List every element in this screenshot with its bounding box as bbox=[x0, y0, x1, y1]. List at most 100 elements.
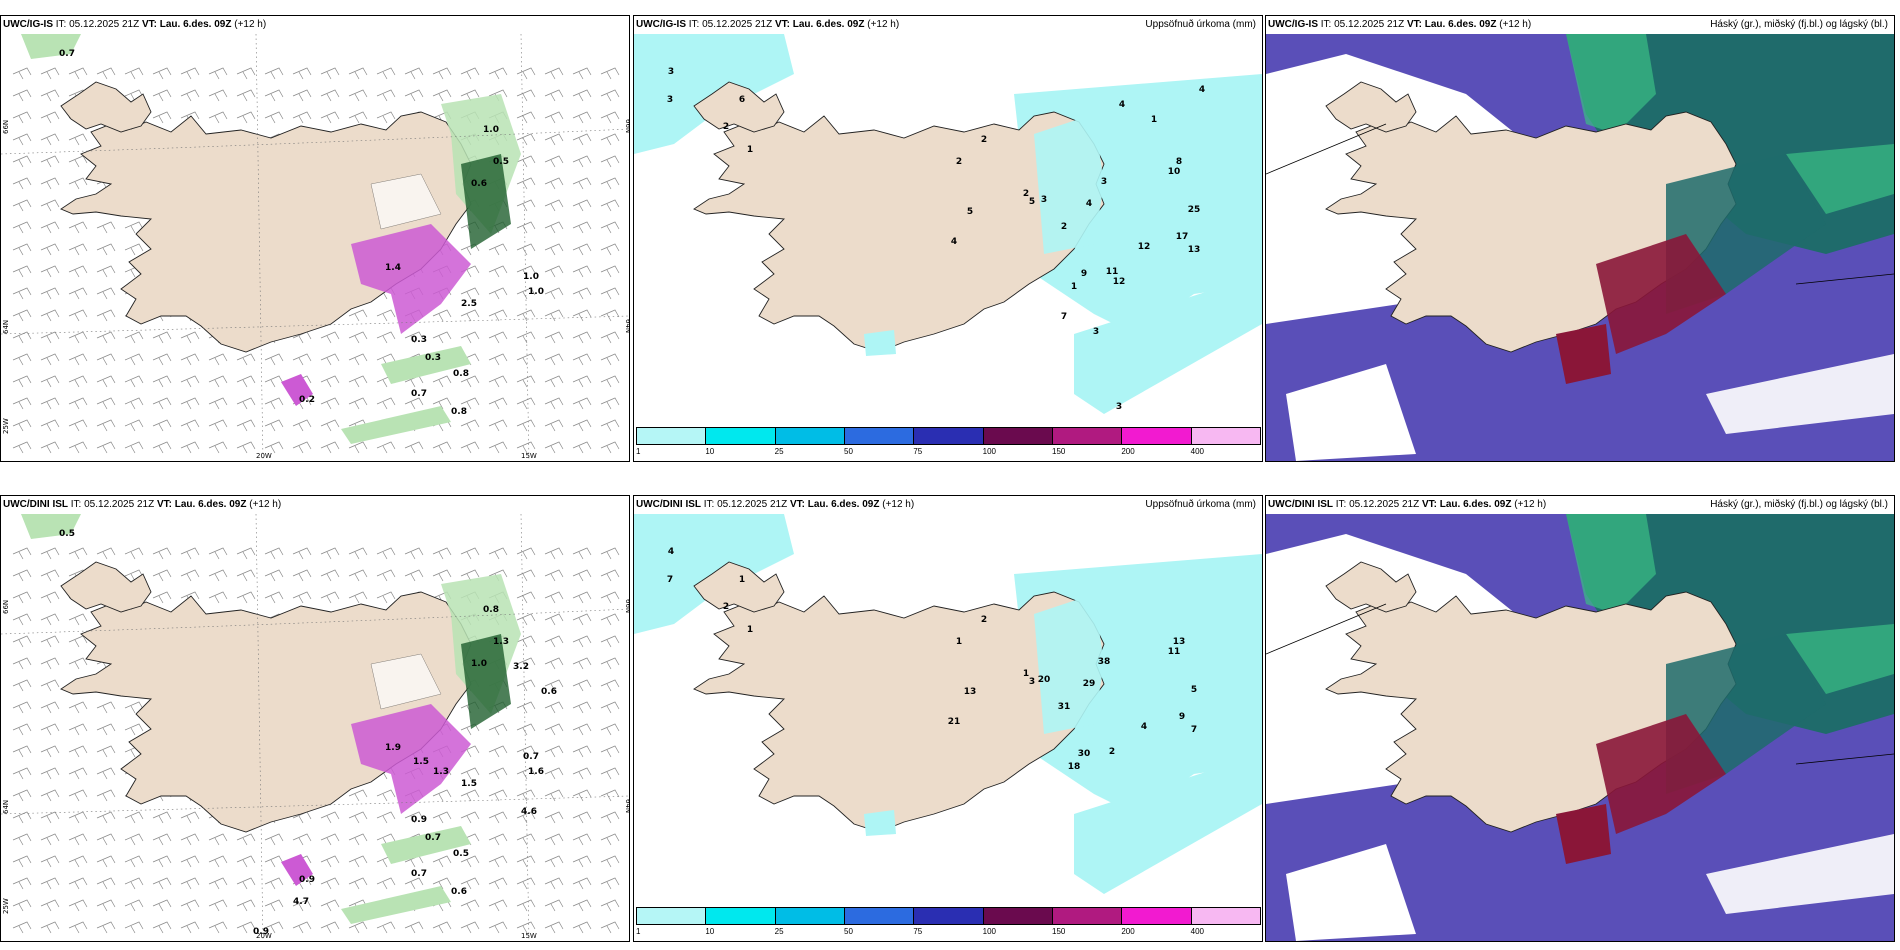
value-label: 18 bbox=[1068, 762, 1081, 772]
map-panel-igis-precip: UWC/IG-IS IT: 05.12.2025 21Z VT: Lau. 6.… bbox=[633, 15, 1263, 462]
value-label: 38 bbox=[1098, 657, 1111, 667]
value-label: 3 bbox=[668, 67, 674, 77]
init-time: 05.12.2025 21Z bbox=[84, 499, 155, 510]
value-label: 2 bbox=[1061, 222, 1067, 232]
value-label: 1 bbox=[1071, 282, 1077, 292]
valid-label: VT: bbox=[141, 19, 157, 30]
value-label: 2 bbox=[1109, 747, 1115, 757]
colorbar-tick: 10 bbox=[705, 927, 715, 936]
lat-label: 64N bbox=[2, 800, 10, 814]
valid-time: Lau. 6.des. 09Z bbox=[159, 19, 232, 30]
value-label: 12 bbox=[1138, 242, 1151, 252]
value-label: 11 bbox=[1106, 267, 1119, 277]
lat-label: 64N bbox=[2, 320, 10, 334]
colorbar-swatch bbox=[1052, 427, 1123, 445]
iceland-landmass bbox=[60, 591, 472, 833]
lon-label: 20W bbox=[256, 932, 272, 940]
colorbar-swatch bbox=[982, 427, 1053, 445]
valid-time: Lau. 6.des. 09Z bbox=[1439, 499, 1512, 510]
panel-header: UWC/IG-IS IT: 05.12.2025 21Z VT: Lau. 6.… bbox=[3, 19, 266, 30]
colorbar-tick: 400 bbox=[1190, 447, 1205, 456]
value-label: 1.0 bbox=[483, 125, 499, 135]
value-label: 31 bbox=[1058, 702, 1071, 712]
panel-header: UWC/DINI ISL IT: 05.12.2025 21Z VT: Lau.… bbox=[636, 499, 914, 510]
value-label: 1 bbox=[1151, 115, 1157, 125]
value-label: 3 bbox=[1093, 327, 1099, 337]
panel-title: Uppsöfnuð úrkoma (mm) bbox=[1145, 499, 1256, 510]
colorbar-tick: 150 bbox=[1052, 447, 1066, 456]
colorbar-swatch bbox=[1052, 907, 1123, 925]
value-label: 3 bbox=[1029, 677, 1035, 687]
iceland-landmass bbox=[60, 111, 472, 353]
value-label: 5 bbox=[1029, 197, 1035, 207]
value-label: 0.8 bbox=[483, 605, 499, 615]
value-label: 0.7 bbox=[425, 833, 441, 843]
value-label: 1.6 bbox=[528, 767, 544, 777]
value-label: 4 bbox=[1086, 199, 1092, 209]
valid-label: VT: bbox=[156, 499, 172, 510]
value-label: 4.6 bbox=[521, 807, 537, 817]
value-label: 2.5 bbox=[461, 299, 477, 309]
colorbar-tick: 200 bbox=[1121, 447, 1135, 456]
value-label: 0.5 bbox=[493, 157, 509, 167]
panel-header: UWC/IG-IS IT: 05.12.2025 21Z VT: Lau. 6.… bbox=[636, 19, 899, 30]
value-label: 0.3 bbox=[411, 335, 427, 345]
colorbar-swatch bbox=[913, 907, 984, 925]
cloud-map bbox=[1266, 514, 1894, 941]
lat-label: 25W bbox=[2, 418, 10, 434]
value-label: 4 bbox=[951, 237, 957, 247]
lead-time: (+12 h) bbox=[867, 19, 900, 30]
value-label: 25 bbox=[1188, 205, 1201, 215]
valid-time: Lau. 6.des. 09Z bbox=[807, 499, 880, 510]
value-label: 1 bbox=[956, 637, 962, 647]
value-label: 9 bbox=[1179, 712, 1185, 722]
init-time: 05.12.2025 21Z bbox=[1349, 499, 1420, 510]
value-labels: 0.7 0.8 0.8 0.7 1.0 0.5 1.0 0.6 2.5 1.0 1.4 0.3 0.3 0… bbox=[59, 49, 544, 417]
colorbar-swatch bbox=[982, 907, 1053, 925]
value-label: 5 bbox=[967, 207, 973, 217]
value-label: 0.5 bbox=[453, 849, 469, 859]
colorbar-tick: 25 bbox=[774, 447, 784, 456]
panel-header: UWC/DINI ISL IT: 05.12.2025 21Z VT: Lau.… bbox=[3, 499, 281, 510]
lead-time: (+12 h) bbox=[234, 19, 267, 30]
value-label: 12 bbox=[1113, 277, 1126, 287]
colorbar-swatch bbox=[705, 907, 776, 925]
value-label: 1.0 bbox=[528, 287, 544, 297]
colorbar-tick: 1 bbox=[636, 927, 641, 936]
colorbar-tick: 200 bbox=[1121, 927, 1135, 936]
map-panel-dini-cloud: UWC/DINI ISL IT: 05.12.2025 21Z VT: Lau.… bbox=[1265, 495, 1895, 942]
value-label: 2 bbox=[723, 602, 729, 612]
colorbar-swatch bbox=[1121, 907, 1192, 925]
valid-time: Lau. 6.des. 09Z bbox=[792, 19, 865, 30]
model-name: UWC/IG-IS bbox=[3, 19, 53, 30]
wind-map: 0.5 0.6 0.5 0.7 0.8 1.3 1.6 1.0 1.5 0.7 1.9 0.9 0.7 0… bbox=[1, 514, 629, 941]
value-label: 1.0 bbox=[471, 659, 487, 669]
panel-title: Háský (gr.), miðský (fj.bl.) og lágský (… bbox=[1710, 499, 1888, 510]
lat-label: 25W bbox=[2, 898, 10, 914]
value-label: 1.9 bbox=[385, 743, 401, 753]
value-label: 4 bbox=[1119, 100, 1125, 110]
value-label: 7 bbox=[1061, 312, 1067, 322]
lead-time: (+12 h) bbox=[1499, 19, 1532, 30]
lead-time: (+12 h) bbox=[1514, 499, 1547, 510]
value-label: 13 bbox=[964, 687, 977, 697]
init-time: 05.12.2025 21Z bbox=[1334, 19, 1405, 30]
colorbar-swatch bbox=[1121, 427, 1192, 445]
value-label: 0.7 bbox=[411, 869, 427, 879]
value-label: 4 bbox=[1199, 85, 1205, 95]
init-label: IT: bbox=[703, 499, 715, 510]
colorbar: 1 10 25 50 75 100 150 200 400 bbox=[636, 907, 1261, 941]
value-label: 3 bbox=[1041, 195, 1047, 205]
value-label: 0.6 bbox=[541, 687, 557, 697]
value-label: 2 bbox=[981, 135, 987, 145]
lat-label: 66N bbox=[624, 599, 629, 613]
panel-header: UWC/IG-IS IT: 05.12.2025 21Z VT: Lau. 6.… bbox=[1268, 19, 1531, 30]
wind-map: 0.7 0.8 0.8 0.7 1.0 0.5 1.0 0.6 2.5 1.0 1.4 0.3 0.3 0… bbox=[1, 34, 629, 461]
value-label: 1 bbox=[1023, 669, 1029, 679]
value-label: 21 bbox=[948, 717, 961, 727]
value-label: 1.3 bbox=[493, 637, 509, 647]
valid-label: VT: bbox=[774, 19, 790, 30]
lead-time: (+12 h) bbox=[249, 499, 282, 510]
lat-label: 64N bbox=[624, 319, 629, 333]
